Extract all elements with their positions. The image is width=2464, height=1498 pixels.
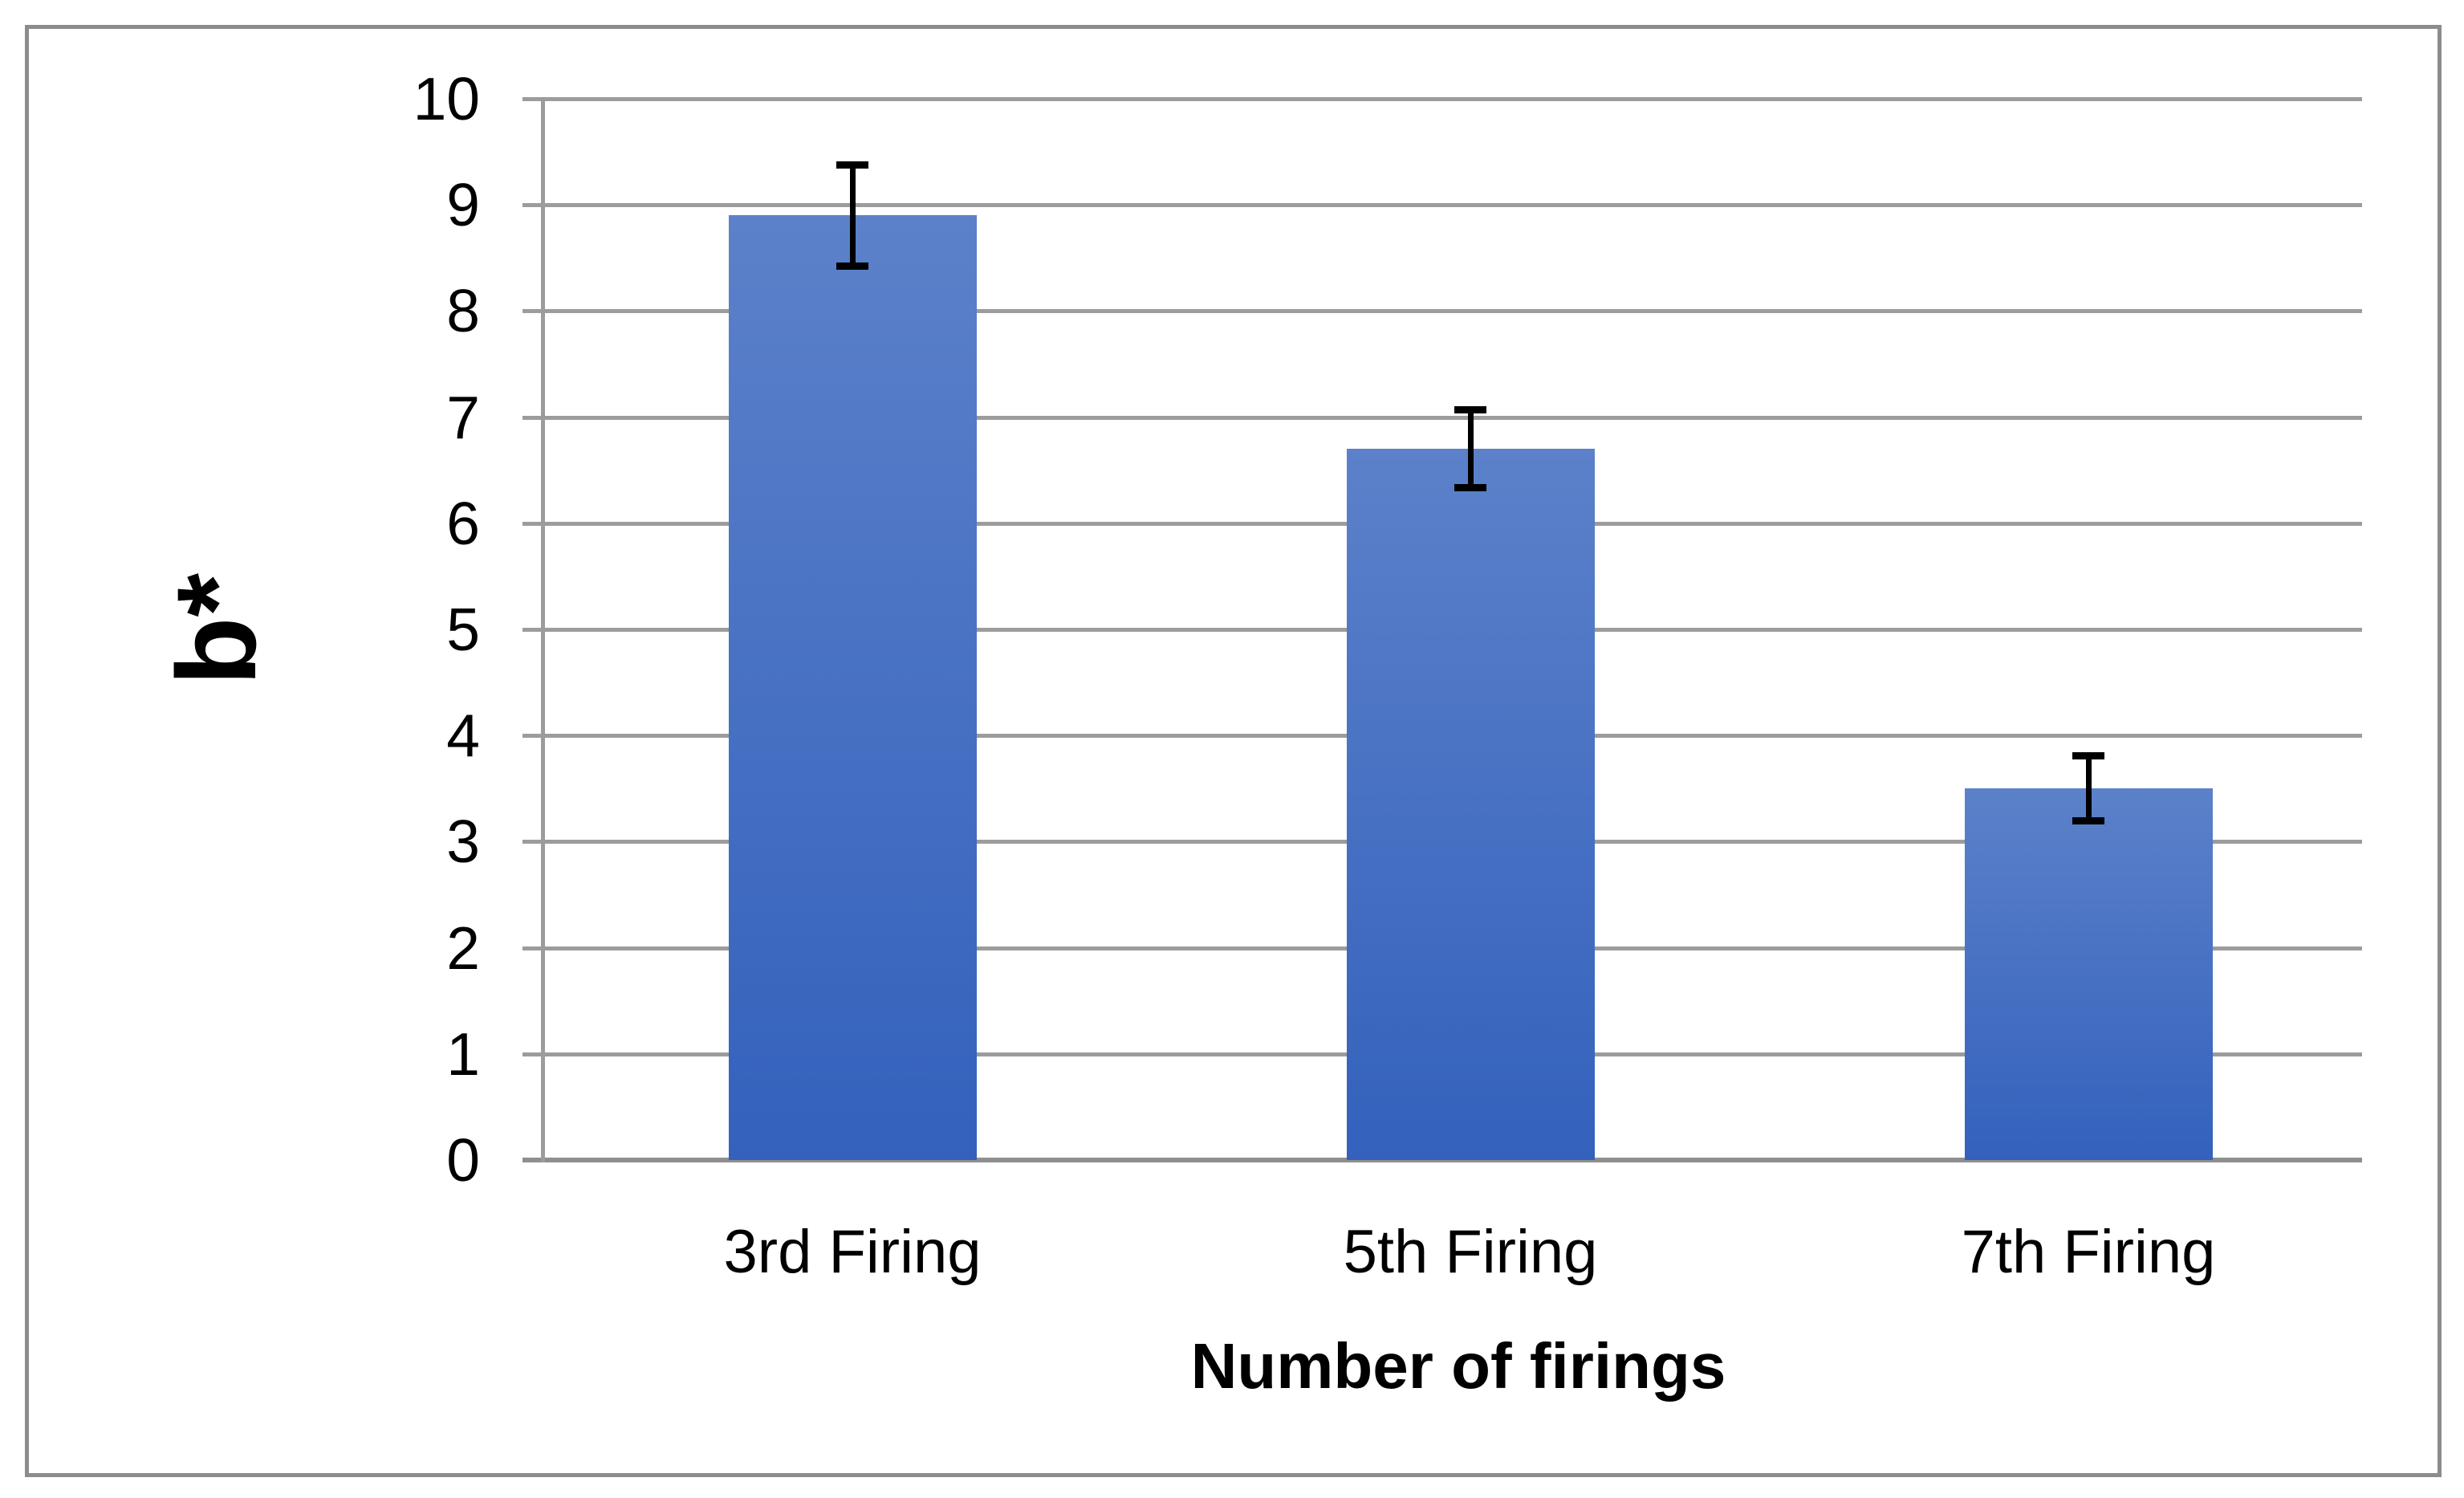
- y-tick-label: 7: [446, 383, 480, 451]
- gridline: [522, 97, 2362, 101]
- y-tick-label: 9: [446, 171, 480, 239]
- x-tick-label: 3rd Firing: [723, 1218, 982, 1286]
- bar-7th-firing: [1965, 788, 2213, 1160]
- bar-3rd-firing: [729, 215, 977, 1160]
- x-axis-title: Number of firings: [1190, 1330, 1726, 1402]
- bar-5th-firing: [1347, 449, 1595, 1160]
- chart-frame: [25, 25, 2442, 1477]
- error-bar-line: [1468, 409, 1474, 489]
- y-tick-label: 1: [446, 1020, 480, 1088]
- error-bar-cap-bottom: [2072, 817, 2104, 825]
- gridline: [522, 309, 2362, 314]
- y-tick-label: 2: [446, 914, 480, 982]
- error-bar-cap-top: [836, 161, 868, 169]
- error-bar-cap-bottom: [1454, 484, 1486, 492]
- error-bar-line: [850, 164, 856, 267]
- x-tick-label: 5th Firing: [1343, 1218, 1598, 1286]
- y-axis-title: b*: [153, 573, 279, 686]
- y-tick-label: 10: [413, 65, 480, 132]
- gridline: [522, 203, 2362, 208]
- y-tick-label: 3: [446, 808, 480, 876]
- y-tick-label: 0: [446, 1126, 480, 1194]
- y-tick-label: 6: [446, 489, 480, 557]
- y-tick-label: 8: [446, 277, 480, 345]
- error-bar-cap-top: [2072, 752, 2104, 760]
- gridline: [522, 415, 2362, 420]
- y-axis-line: [541, 97, 545, 1162]
- y-tick-label: 5: [446, 596, 480, 663]
- x-tick-label: 7th Firing: [1961, 1218, 2216, 1286]
- error-bar-cap-top: [1454, 406, 1486, 414]
- x-axis-line: [522, 1158, 2362, 1162]
- y-tick-label: 4: [446, 702, 480, 770]
- error-bar-cap-bottom: [836, 262, 868, 270]
- error-bar-line: [2086, 755, 2092, 822]
